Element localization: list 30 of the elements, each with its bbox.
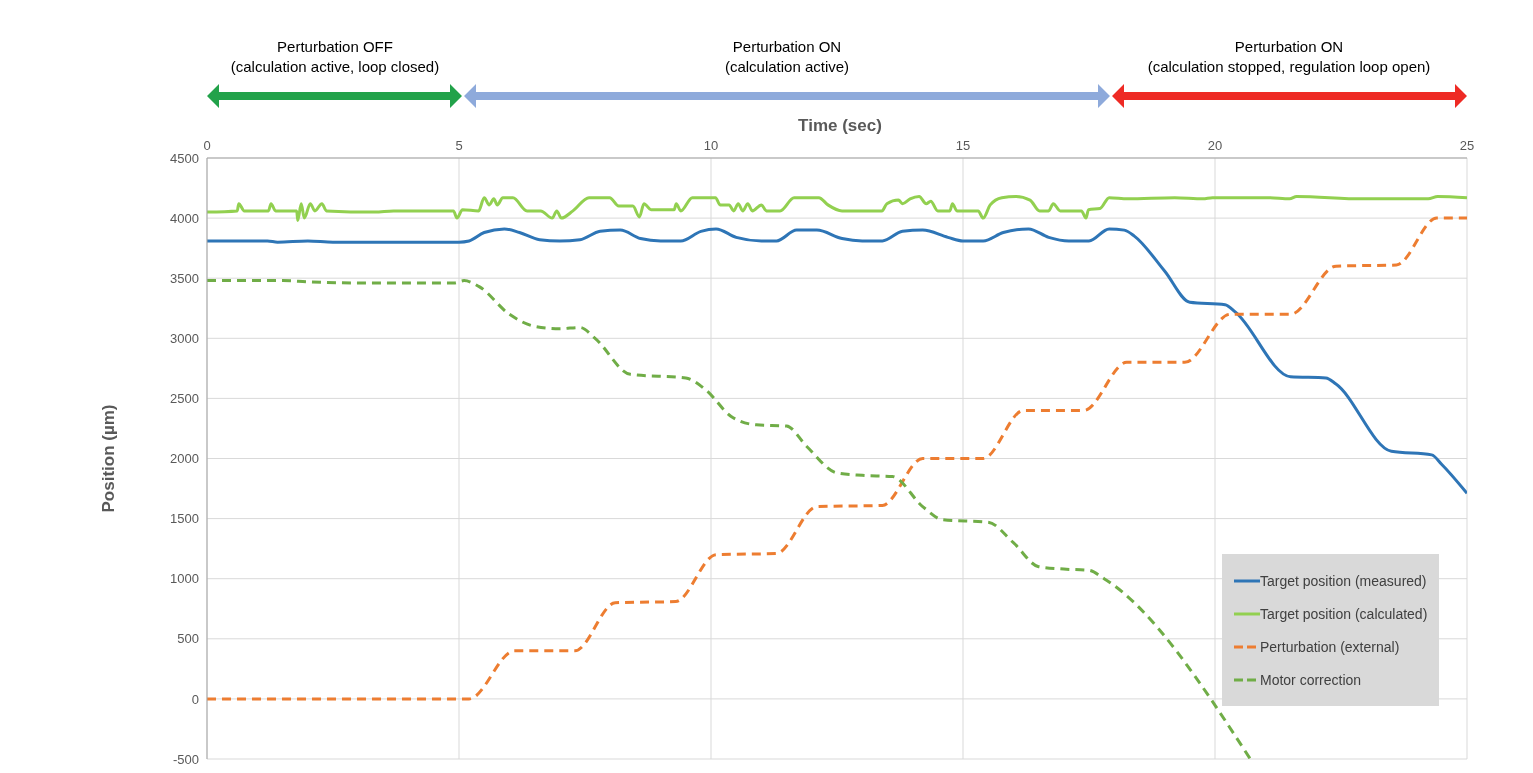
legend-label: Target position (calculated) [1260,605,1428,622]
y-axis-title: Position (µm) [99,404,119,513]
text: Perturbation ON (calculation active) [723,37,851,77]
legend-label: Perturbation (external) [1260,638,1400,655]
y-tick-label: 3500 [170,270,199,286]
text: Perturbation ON (calculation stopped, regulation loop open) [1146,37,1432,77]
x-tick-label: 5 [455,138,463,153]
line-series [207,227,1467,495]
x-tick-label: 20 [1207,138,1223,153]
line-series [207,279,1252,759]
y-tick-label: 1000 [170,571,199,587]
line-series [207,194,1467,222]
y-tick-label: -500 [172,751,199,767]
legend-label: Target position (measured) [1260,572,1427,589]
y-tick-label: 4000 [170,210,199,226]
y-tick-label: 4500 [170,150,199,166]
text: Perturbation OFF (calculation active, loop closed) [229,37,441,77]
x-tick-label: 15 [955,138,971,153]
y-tick-label: 1500 [170,511,199,527]
x-axis-title: Time (sec) [797,116,883,136]
y-tick-label: 0 [191,691,199,707]
x-tick-label: 0 [203,138,211,153]
x-tick-label: 25 [1459,138,1475,153]
y-tick-label: 3000 [170,330,199,346]
y-tick-label: 2500 [170,391,199,407]
line-series [207,216,1467,701]
x-tick-label: 10 [703,138,719,153]
legend-label: Motor correction [1260,671,1362,688]
y-tick-label: 500 [177,631,199,647]
y-tick-label: 2000 [170,451,199,467]
